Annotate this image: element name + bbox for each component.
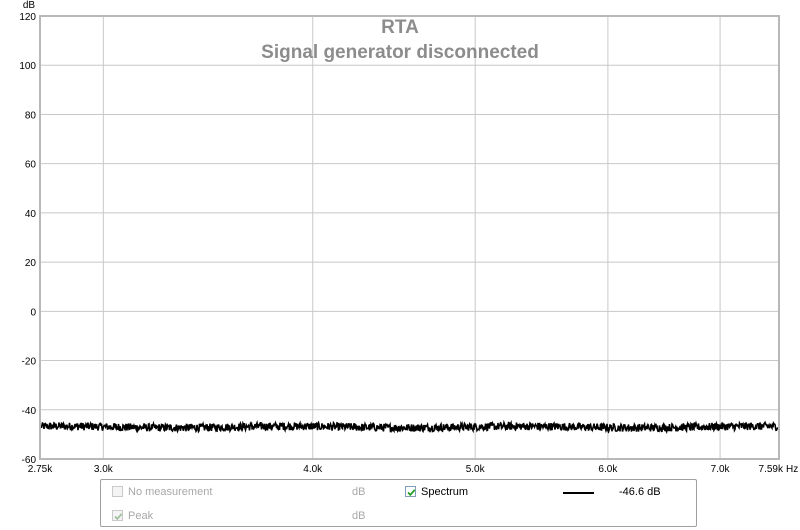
peak-checkbox[interactable] xyxy=(112,510,123,521)
y-tick-label: 100 xyxy=(19,61,36,72)
legend-row-peak: Peak dB xyxy=(101,508,696,526)
x-tick-label: 7.59k xyxy=(759,464,784,475)
x-tick-label: 7.0k xyxy=(711,464,731,475)
spectrum-trace xyxy=(40,419,779,435)
series-group xyxy=(40,419,779,435)
checkmark-icon xyxy=(114,513,123,521)
peak-unit: dB xyxy=(352,510,366,522)
legend-panel: No measurement dB Spectrum -46.6 dB Peak… xyxy=(100,479,697,527)
spectrum-label: Spectrum xyxy=(421,486,469,498)
y-tick-label: 40 xyxy=(25,209,37,220)
plot-border xyxy=(39,15,780,460)
x-tick-label: 3.0k xyxy=(94,464,114,475)
x-tick-label: 2.75k xyxy=(28,464,53,475)
y-tick-label: 120 xyxy=(19,12,36,23)
chart-title: RTA xyxy=(381,17,419,38)
checkmark-icon xyxy=(407,489,416,497)
x-tick-label: 6.0k xyxy=(598,464,618,475)
tick-labels: -60 -40 -20 0 20 40 60 80 100 120 2.75k 3.0k 4.0k 5.0… xyxy=(19,12,784,475)
chart-subtitle: Signal generator disconnected xyxy=(261,42,539,63)
y-tick-label: -60 xyxy=(22,455,37,466)
x-tick-label: 5.0k xyxy=(466,464,486,475)
grid-lines xyxy=(40,16,779,459)
x-tick-label: 4.0k xyxy=(303,464,323,475)
spectrum-value: -46.6 dB xyxy=(619,486,661,498)
plot-area xyxy=(40,16,779,459)
no-measurement-label: No measurement xyxy=(128,486,213,498)
no-measurement-checkbox[interactable] xyxy=(112,486,123,497)
peak-label: Peak xyxy=(128,510,154,522)
rta-chart: -60 -40 -20 0 20 40 60 80 100 120 2.75k 3.0k 4.0k 5.0… xyxy=(19,0,798,475)
x-axis-unit: Hz xyxy=(786,464,798,475)
y-axis-unit: dB xyxy=(23,0,36,11)
spectrum-checkbox[interactable] xyxy=(405,486,416,497)
y-tick-label: 60 xyxy=(25,160,37,171)
y-tick-label: 20 xyxy=(25,258,37,269)
y-tick-label: -20 xyxy=(22,357,37,368)
y-tick-label: -40 xyxy=(22,406,37,417)
no-measurement-unit: dB xyxy=(352,486,366,498)
spectrum-line-swatch xyxy=(563,492,594,494)
legend-row-no-measurement: No measurement dB Spectrum -46.6 dB xyxy=(101,484,696,502)
y-tick-label: 0 xyxy=(30,307,36,318)
y-tick-label: 80 xyxy=(25,110,37,121)
